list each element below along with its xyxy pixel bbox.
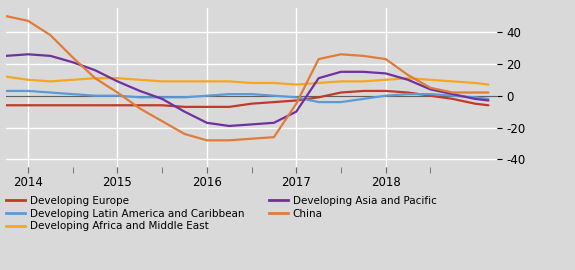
Legend: Developing Asia and Pacific, China: Developing Asia and Pacific, China bbox=[269, 196, 436, 219]
